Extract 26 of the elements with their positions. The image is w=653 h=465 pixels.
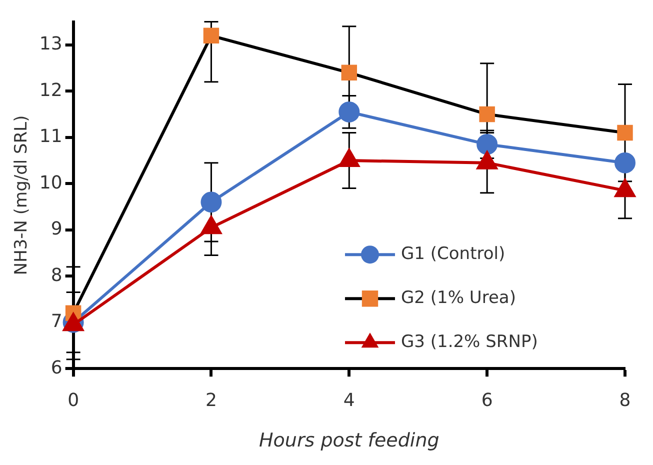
y-tick-label: 7 (50, 311, 62, 332)
y-tick-label: 12 (39, 80, 62, 101)
y-tick-label: 10 (39, 172, 62, 194)
x-tick-label: 0 (68, 390, 80, 412)
point (476, 134, 498, 155)
point (479, 106, 495, 122)
point (614, 152, 636, 174)
point (617, 124, 633, 141)
x-tick-label: 2 (206, 390, 217, 412)
y-tick-label: 11 (39, 126, 62, 148)
y-tick-label: 13 (39, 34, 62, 55)
legend-label: G3 (1.2% SRNP) (401, 332, 538, 352)
y-axis-title: NH3-N (mg/dl SRL) (12, 115, 32, 276)
x-tick-label: 8 (619, 390, 631, 412)
y-tick-label: 9 (50, 218, 62, 240)
legend-label: G1 (Control) (401, 244, 506, 264)
y-tick-label: 8 (50, 264, 62, 286)
point (338, 101, 360, 122)
y-tick-label: 6 (50, 357, 62, 378)
legend-label: G2 (1% Urea) (401, 288, 516, 308)
point (341, 64, 358, 81)
point (200, 192, 222, 213)
x-tick-label: 6 (481, 390, 493, 412)
x-tick-label: 4 (343, 390, 355, 412)
x-axis-title: Hours post feeding (259, 430, 440, 452)
point (203, 28, 220, 44)
